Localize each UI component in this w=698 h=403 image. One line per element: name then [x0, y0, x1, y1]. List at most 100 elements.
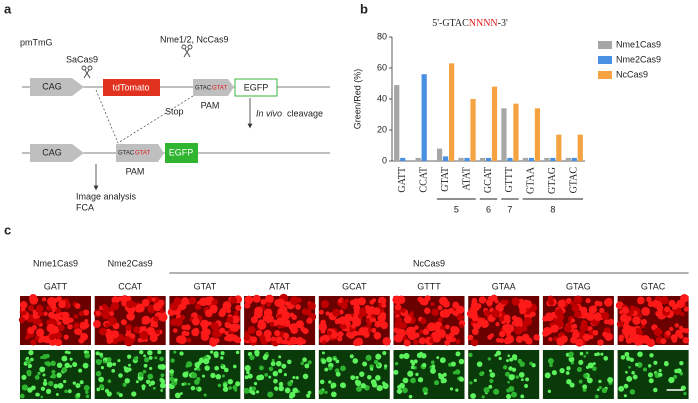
cell: [436, 356, 440, 360]
cell: [565, 371, 570, 375]
cell: [623, 394, 627, 398]
cell: [322, 340, 327, 345]
cell: [211, 329, 220, 338]
group-label: 5: [454, 204, 459, 214]
cell: [441, 377, 447, 384]
cell: [438, 373, 445, 380]
cell: [500, 299, 507, 305]
cell: [547, 357, 554, 364]
cell: [18, 316, 26, 324]
cell: [435, 321, 443, 329]
cell: [507, 354, 511, 358]
cell: [607, 318, 615, 326]
sequence-label: GTAT: [194, 281, 217, 291]
cell: [575, 338, 584, 347]
cell: [65, 350, 69, 354]
cell: [579, 351, 584, 356]
cell: [190, 385, 196, 391]
bar: [522, 157, 528, 161]
cell: [328, 366, 333, 371]
cell: [250, 336, 257, 344]
cell: [148, 383, 152, 387]
red-image: [18, 294, 91, 347]
cell: [351, 316, 360, 324]
cell: [180, 297, 190, 306]
cell: [19, 301, 28, 309]
cell: [456, 313, 464, 321]
cell: [159, 356, 164, 362]
cell: [197, 367, 201, 372]
cell: [221, 307, 226, 313]
red-image: [243, 293, 317, 347]
cell: [75, 383, 81, 389]
red-image: [615, 293, 690, 348]
sequence-label: GTAG: [566, 281, 591, 291]
cell: [477, 317, 486, 326]
cell: [179, 392, 183, 395]
cell: [258, 365, 264, 371]
cell: [627, 326, 637, 336]
cell: [21, 384, 28, 391]
cell: [138, 372, 144, 378]
sequence-label: CCAT: [118, 281, 142, 291]
cell: [61, 311, 67, 318]
cell: [200, 319, 209, 329]
cell: [592, 329, 599, 336]
cell: [374, 320, 382, 328]
cell: [27, 304, 35, 312]
cell: [350, 375, 356, 381]
cell: [467, 334, 474, 341]
cell: [247, 373, 253, 379]
cell: [340, 365, 346, 372]
cell: [96, 387, 101, 392]
cell: [597, 339, 604, 346]
cell: [674, 323, 679, 328]
cell: [192, 317, 200, 326]
cell: [135, 303, 145, 313]
cell: [455, 351, 461, 357]
cell: [542, 330, 549, 337]
cell: [422, 387, 429, 393]
cell: [359, 371, 365, 377]
cell: [544, 372, 551, 379]
cell: [275, 360, 282, 367]
cell: [382, 337, 391, 346]
cell: [301, 308, 309, 316]
cell: [213, 351, 219, 357]
cell: [51, 373, 57, 379]
cell: [75, 328, 83, 336]
cell: [530, 311, 536, 317]
cell: [220, 351, 225, 356]
legend-swatch: [598, 71, 612, 79]
cell: [382, 381, 386, 385]
cell: [229, 296, 238, 304]
cell: [572, 323, 578, 329]
cell: [511, 354, 518, 360]
pam-label: PAM: [201, 100, 220, 110]
cell: [68, 317, 74, 323]
cell: [181, 382, 185, 386]
cell: [287, 359, 292, 365]
cell: [203, 393, 207, 397]
red-image: [542, 295, 615, 347]
cell: [557, 313, 565, 321]
cell: [603, 319, 609, 325]
cell: [141, 315, 151, 325]
cell: [99, 384, 105, 390]
cell: [279, 305, 288, 314]
cell: [284, 301, 290, 307]
cell: [479, 371, 484, 377]
title-part: 5'-GTAC: [432, 18, 469, 29]
cell: [373, 359, 379, 365]
cell: [375, 375, 381, 381]
cell: [328, 380, 332, 384]
cell: [266, 301, 271, 307]
cell: [678, 333, 684, 339]
bar: [470, 99, 476, 161]
cell: [525, 377, 530, 382]
cell: [468, 352, 473, 358]
y-tick-label: 20: [377, 124, 387, 134]
cell: [420, 318, 427, 325]
dotted-line: [117, 95, 194, 144]
cell: [629, 389, 636, 395]
